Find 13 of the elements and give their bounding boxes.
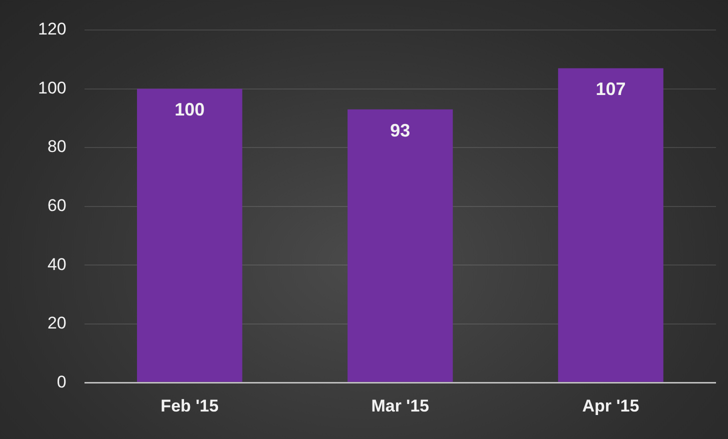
y-tick-label: 120: [38, 20, 66, 39]
y-tick-label: 80: [47, 137, 66, 156]
y-tick-label: 60: [47, 196, 66, 215]
x-tick-label: Mar '15: [371, 396, 430, 416]
y-tick-label: 0: [56, 372, 66, 392]
data-label: 93: [390, 120, 410, 140]
data-label: 107: [596, 79, 626, 100]
y-tick-label: 20: [47, 314, 66, 333]
y-tick-label: 40: [47, 254, 66, 274]
y-tick-label: 100: [38, 78, 66, 98]
x-tick-label: Apr '15: [582, 396, 640, 416]
x-tick-label: Feb '15: [160, 396, 219, 416]
data-label: 100: [174, 100, 205, 120]
